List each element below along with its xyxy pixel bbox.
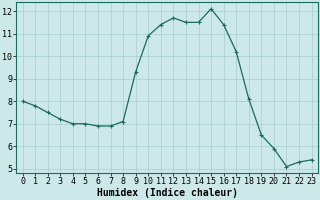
X-axis label: Humidex (Indice chaleur): Humidex (Indice chaleur) (97, 188, 237, 198)
